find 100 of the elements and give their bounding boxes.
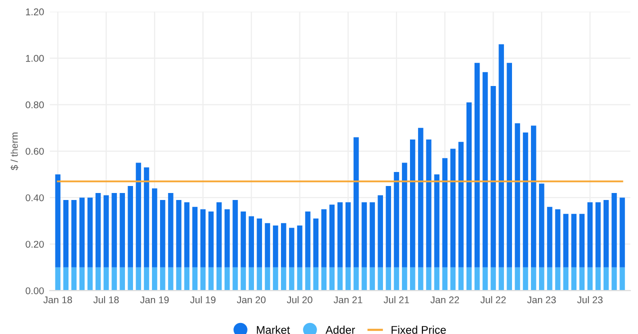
bar: [466, 102, 472, 268]
bar: [547, 206, 552, 268]
bar: [426, 140, 432, 268]
bar: [128, 267, 134, 291]
bar: [192, 267, 198, 291]
x-tick-label: Jul 23: [577, 296, 603, 304]
bar: [434, 174, 440, 268]
legend-label: Adder: [326, 326, 355, 334]
bar: [522, 267, 528, 291]
x-tick-label: Jul 19: [190, 296, 216, 304]
bar: [506, 62, 512, 268]
bar: [418, 128, 424, 268]
bar: [96, 267, 101, 291]
bar: [402, 162, 408, 268]
bar: [256, 218, 262, 268]
bar: [354, 267, 359, 291]
bar: [55, 267, 60, 291]
bar: [410, 267, 416, 291]
bar: [563, 214, 568, 268]
bar: [232, 200, 238, 268]
bar: [63, 267, 69, 291]
y-tick-label: 1.00: [26, 54, 44, 62]
bar: [160, 200, 166, 268]
x-tick-label: Jan 20: [236, 296, 266, 304]
bar: [232, 267, 238, 291]
bar: [604, 267, 609, 291]
bar: [313, 218, 318, 268]
bar: [224, 209, 230, 268]
bar: [184, 267, 190, 291]
bar: [466, 267, 472, 291]
bar: [329, 204, 335, 268]
bar: [620, 198, 625, 268]
x-tick-label: Jul 21: [384, 296, 409, 304]
bar: [55, 174, 60, 268]
legend-label: Fixed Price: [392, 326, 446, 334]
bar: [136, 267, 142, 291]
bar: [200, 209, 206, 268]
bar: [530, 267, 536, 291]
bar: [176, 200, 182, 268]
bar: [152, 188, 158, 268]
bar: [71, 267, 77, 291]
x-tick-label: Jan 22: [430, 296, 459, 304]
bar: [522, 132, 528, 268]
bar: [612, 267, 617, 291]
legend-label: Market: [256, 326, 290, 334]
bar: [450, 148, 456, 268]
bar: [571, 267, 577, 291]
y-axis-title: $ / therm: [10, 132, 18, 170]
bar: [555, 209, 560, 268]
bar: [87, 198, 93, 268]
bar: [514, 267, 520, 291]
bar: [63, 200, 69, 268]
bar: [313, 267, 318, 291]
bar: [305, 212, 310, 268]
x-tick-label: Jul 22: [480, 296, 506, 304]
bar: [96, 192, 101, 268]
bar: [297, 267, 302, 291]
bar: [208, 267, 214, 291]
bar: [208, 212, 214, 268]
bar: [120, 192, 125, 268]
bar: [474, 267, 480, 291]
bar: [337, 202, 343, 268]
bar: [362, 267, 367, 291]
x-tick-label: Jul 18: [93, 296, 119, 304]
bar: [87, 267, 93, 291]
bar: [482, 72, 488, 268]
bar: [192, 206, 198, 268]
bar: [362, 202, 367, 268]
bar: [418, 267, 424, 291]
bar: [104, 267, 109, 291]
bar: [498, 44, 504, 268]
bar: [280, 223, 286, 268]
bar: [297, 226, 302, 268]
bar: [144, 267, 150, 291]
bar: [474, 62, 480, 268]
bar: [176, 267, 182, 291]
bar: [184, 202, 190, 268]
bar: [490, 267, 496, 291]
bar: [579, 214, 585, 268]
bar: [604, 200, 609, 268]
bar: [136, 162, 142, 268]
bar: [442, 158, 448, 268]
bar: [256, 267, 262, 291]
bar: [530, 126, 536, 268]
bar: [128, 186, 134, 268]
bar: [450, 267, 456, 291]
y-tick-label: 0.40: [26, 194, 44, 202]
bar: [579, 267, 585, 291]
y-tick-label: 0.60: [26, 148, 44, 155]
bar: [426, 267, 432, 291]
bar: [547, 267, 552, 291]
bar: [289, 267, 294, 291]
bar: [345, 202, 351, 268]
bar: [370, 202, 375, 268]
bar: [337, 267, 343, 291]
bar: [305, 267, 310, 291]
x-tick-label: Jan 23: [527, 296, 556, 304]
bar: [248, 216, 254, 268]
x-tick-label: Jan 19: [140, 296, 169, 304]
bar: [264, 267, 270, 291]
